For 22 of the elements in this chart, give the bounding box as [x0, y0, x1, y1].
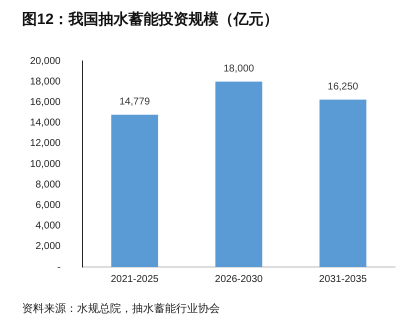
y-tick-label: 2,000 [36, 241, 62, 252]
data-label: 16,250 [328, 81, 359, 92]
y-tick-label: 20,000 [30, 56, 62, 67]
y-tick-label: 10,000 [30, 158, 62, 170]
data-label: 18,000 [223, 63, 255, 74]
y-tick-label: - [57, 262, 61, 273]
y-tick-label: 12,000 [30, 138, 62, 150]
x-tick-label: 2031-2035 [319, 274, 368, 285]
x-tick-label: 2026-2030 [214, 274, 264, 285]
y-tick-label: 14,000 [30, 118, 62, 129]
data-label: 14,779 [119, 96, 150, 108]
bar [320, 100, 366, 267]
chart-title: 图12：我国抽水蓄能投资规模（亿元） [22, 10, 280, 29]
bar [111, 114, 158, 267]
y-tick-label: 4,000 [36, 220, 62, 232]
text: 资料来源：水规总院，抽水蓄能行业协会 [22, 302, 221, 316]
y-tick-label: 18,000 [30, 76, 62, 88]
x-tick-label: 2021-2025 [110, 274, 159, 285]
y-tick-label: 8,000 [36, 179, 62, 190]
bar [215, 82, 262, 267]
y-tick-label: 16,000 [30, 96, 62, 108]
y-tick-label: 6,000 [36, 200, 62, 211]
